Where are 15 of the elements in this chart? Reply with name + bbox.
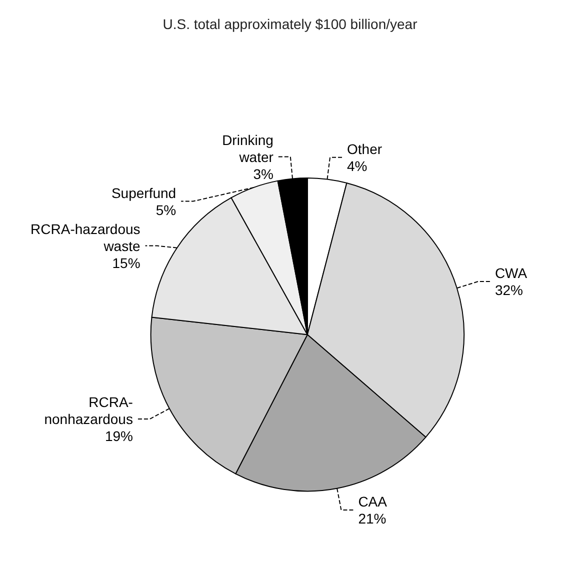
- data-label: 15%: [112, 254, 140, 271]
- chart-title: U.S. total approximately $100 billion/year: [162, 16, 418, 32]
- slice-label: RCRA- nonhazardous: [44, 394, 134, 427]
- slice-label: RCRA-hazardous waste: [30, 220, 140, 254]
- data-label: 5%: [156, 202, 176, 218]
- slice-label: Other: [347, 140, 382, 157]
- slice-label: Drinking water: [222, 132, 274, 165]
- slice-label: Superfund: [111, 184, 176, 201]
- slice-label: CAA: [358, 493, 388, 510]
- data-label: 4%: [347, 158, 368, 174]
- data-label: 19%: [104, 428, 133, 444]
- data-label: 32%: [494, 282, 523, 298]
- slice-label: CWA: [494, 265, 528, 282]
- data-label: 3%: [253, 166, 274, 182]
- data-label: 21%: [358, 510, 386, 526]
